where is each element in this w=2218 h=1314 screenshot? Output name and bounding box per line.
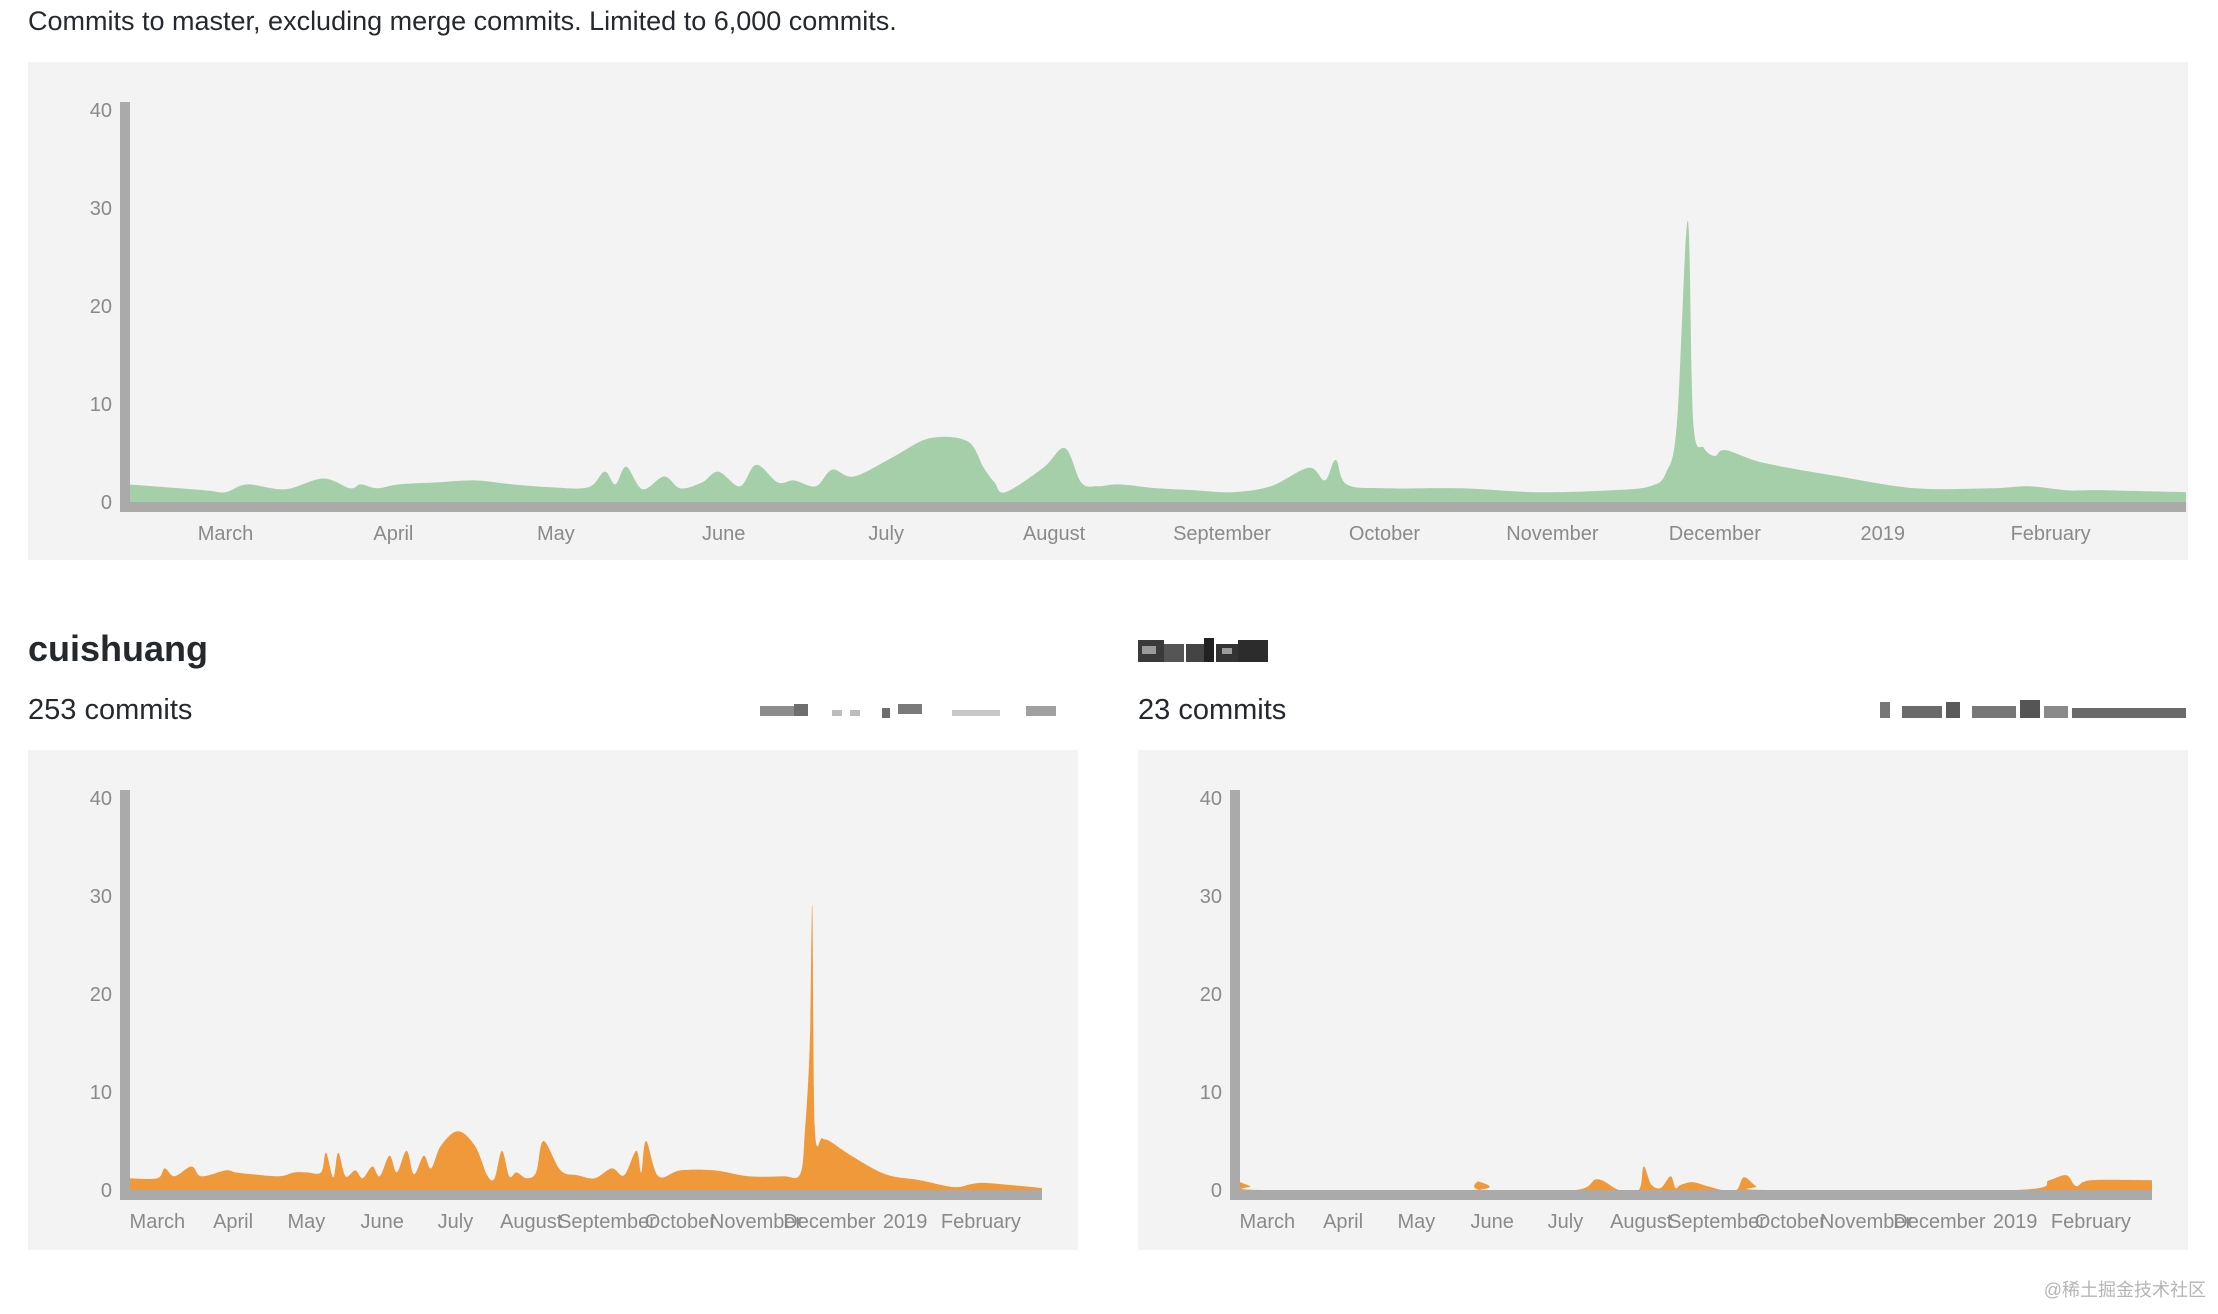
y-tick-label: 30 <box>1200 886 1222 908</box>
x-tick-label: April <box>213 1211 253 1233</box>
y-axis-line <box>1230 790 1240 1200</box>
x-tick-label: June <box>1470 1211 1513 1233</box>
overall-commit-chart: 0 10 20 30 40 March April May June July August Sept… <box>90 100 2186 545</box>
contributor-2-commit-chart: 0 10 20 30 40 March April May June July AugustSept… <box>1200 788 2152 1233</box>
y-tick-label: 40 <box>1200 788 1222 810</box>
y-tick-label: 20 <box>90 296 112 318</box>
x-axis-line <box>120 1190 1042 1200</box>
x-tick-label: December <box>1893 1211 1986 1233</box>
commit-area-series <box>128 904 1042 1190</box>
x-tick-label: June <box>702 523 745 545</box>
y-tick-label: 30 <box>90 886 112 908</box>
x-tick-label: May <box>1398 1211 1436 1233</box>
x-tick-label: November <box>1820 1211 1913 1233</box>
x-tick-label: October <box>645 1211 716 1233</box>
x-axis-line <box>120 502 2186 512</box>
y-tick-label: 10 <box>1200 1082 1222 1104</box>
x-tick-label: July <box>868 523 904 545</box>
x-tick-label: October <box>1755 1211 1826 1233</box>
x-tick-label: November <box>1506 523 1599 545</box>
x-tick-label: February <box>941 1211 1021 1233</box>
commit-area-series <box>1238 1166 2152 1190</box>
x-tick-label: February <box>2011 523 2091 545</box>
x-axis-line <box>1230 1190 2152 1200</box>
x-tick-label: June <box>360 1211 403 1233</box>
x-tick-label: July <box>1548 1211 1584 1233</box>
y-tick-label: 20 <box>1200 984 1222 1006</box>
contributor-name[interactable]: cuishuang <box>28 628 209 669</box>
x-tick-label: April <box>1323 1211 1363 1233</box>
contributor-1-commit-chart: 0 10 20 30 40 March April May June July AugustSept… <box>90 788 1042 1233</box>
y-tick-label: 40 <box>90 100 112 122</box>
x-tick-label: 2019 <box>1860 523 1905 545</box>
x-tick-label: November <box>710 1211 803 1233</box>
x-tick-label: 2019 <box>1993 1211 2038 1233</box>
x-tick-label: April <box>373 523 413 545</box>
x-tick-label: September <box>558 1211 656 1233</box>
contributor-commit-count: 253 commits <box>28 694 193 726</box>
y-tick-label: 40 <box>90 788 112 810</box>
x-tick-label: February <box>2051 1211 2131 1233</box>
page-description: Commits to master, excluding merge commi… <box>28 6 897 36</box>
x-tick-label: March <box>1240 1211 1296 1233</box>
contributor-commit-count: 23 commits <box>1138 694 1287 726</box>
x-tick-label: March <box>198 523 254 545</box>
x-tick-label: December <box>1669 523 1762 545</box>
contributor-stats-redacted <box>1880 698 2186 718</box>
y-axis-line <box>120 790 130 1200</box>
overall-chart-panel: 0 10 20 30 40 March April May June July August Sept… <box>28 62 2188 560</box>
x-tick-label: August <box>1023 523 1086 545</box>
x-tick-label: May <box>288 1211 326 1233</box>
y-tick-label: 10 <box>90 1082 112 1104</box>
x-tick-label: August <box>500 1211 563 1233</box>
contributor-stats-redacted <box>760 704 1060 718</box>
y-tick-label: 20 <box>90 984 112 1006</box>
y-axis-line <box>120 102 130 512</box>
contributor-name-redacted[interactable] <box>1138 628 1272 668</box>
x-tick-label: July <box>438 1211 474 1233</box>
y-tick-label: 10 <box>90 394 112 416</box>
x-tick-label: August <box>1610 1211 1673 1233</box>
y-tick-label: 30 <box>90 198 112 220</box>
x-tick-label: October <box>1349 523 1420 545</box>
contributor-2-chart-panel: 0 10 20 30 40 March April May June July August Sept… <box>1138 750 2188 1250</box>
x-tick-label: September <box>1668 1211 1766 1233</box>
x-tick-label: March <box>130 1211 186 1233</box>
x-tick-label: September <box>1173 523 1271 545</box>
y-tick-label: 0 <box>1211 1180 1222 1202</box>
y-tick-label: 0 <box>101 1180 112 1202</box>
x-tick-label: 2019 <box>883 1211 928 1233</box>
y-tick-label: 0 <box>101 492 112 514</box>
commit-area-series <box>128 220 2186 502</box>
contributor-1-chart-panel: 0 10 20 30 40 March April May June July August Sept… <box>28 750 1078 1250</box>
x-tick-label: May <box>537 523 575 545</box>
watermark: @稀土掘金技术社区 <box>2043 1280 2206 1300</box>
x-tick-label: December <box>783 1211 876 1233</box>
